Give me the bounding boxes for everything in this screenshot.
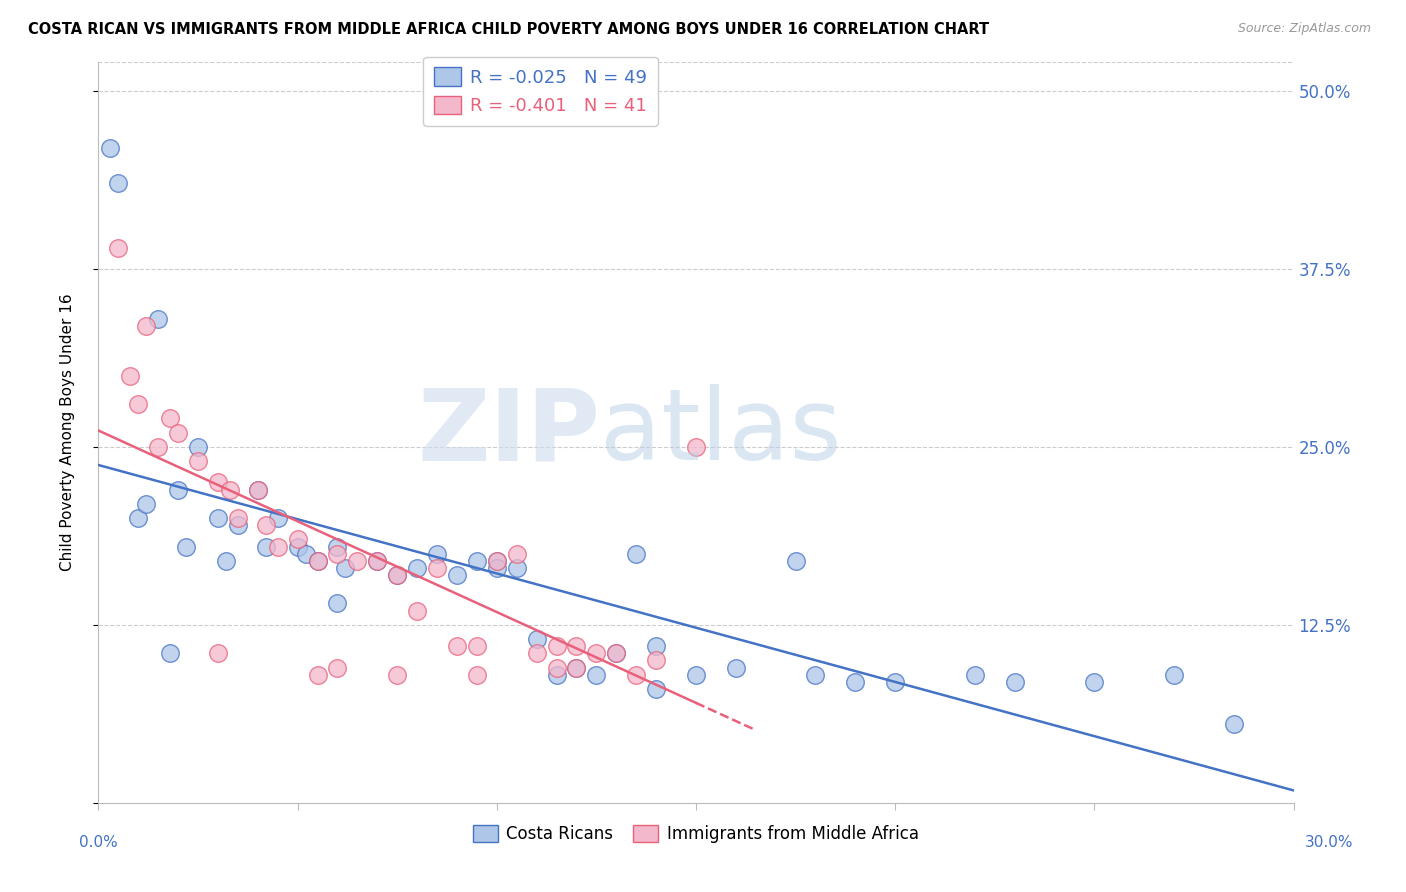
- Point: [307, 554, 329, 568]
- Point: [526, 646, 548, 660]
- Point: [207, 475, 229, 490]
- Text: COSTA RICAN VS IMMIGRANTS FROM MIDDLE AFRICA CHILD POVERTY AMONG BOYS UNDER 16 C: COSTA RICAN VS IMMIGRANTS FROM MIDDLE AF…: [28, 22, 990, 37]
- Point: [1004, 674, 1026, 689]
- Point: [326, 660, 349, 674]
- Point: [446, 639, 468, 653]
- Point: [366, 554, 388, 568]
- Point: [585, 667, 607, 681]
- Point: [254, 540, 277, 554]
- Point: [804, 667, 827, 681]
- Point: [385, 568, 409, 582]
- Point: [159, 411, 181, 425]
- Point: [645, 681, 668, 696]
- Point: [426, 547, 449, 561]
- Point: [226, 518, 249, 533]
- Point: [465, 554, 488, 568]
- Y-axis label: Child Poverty Among Boys Under 16: Child Poverty Among Boys Under 16: [60, 293, 75, 572]
- Point: [506, 547, 529, 561]
- Point: [254, 518, 277, 533]
- Point: [626, 667, 648, 681]
- Point: [167, 483, 190, 497]
- Point: [187, 454, 209, 468]
- Point: [565, 660, 588, 674]
- Text: atlas: atlas: [600, 384, 842, 481]
- Point: [148, 311, 170, 326]
- Point: [226, 511, 249, 525]
- Text: ZIP: ZIP: [418, 384, 600, 481]
- Point: [287, 540, 309, 554]
- Point: [1223, 717, 1246, 731]
- Point: [366, 554, 388, 568]
- Point: [685, 440, 707, 454]
- Text: 30.0%: 30.0%: [1305, 836, 1353, 850]
- Point: [207, 511, 229, 525]
- Point: [267, 511, 290, 525]
- Point: [326, 547, 349, 561]
- Point: [335, 561, 357, 575]
- Point: [645, 639, 668, 653]
- Point: [485, 561, 508, 575]
- Point: [187, 440, 209, 454]
- Point: [465, 639, 488, 653]
- Point: [346, 554, 368, 568]
- Point: [546, 667, 568, 681]
- Point: [565, 660, 588, 674]
- Point: [246, 483, 269, 497]
- Point: [565, 639, 588, 653]
- Point: [107, 177, 129, 191]
- Point: [485, 554, 508, 568]
- Point: [546, 660, 568, 674]
- Point: [287, 533, 309, 547]
- Point: [326, 540, 349, 554]
- Point: [426, 561, 449, 575]
- Point: [127, 511, 149, 525]
- Point: [127, 397, 149, 411]
- Point: [406, 561, 429, 575]
- Point: [159, 646, 181, 660]
- Point: [385, 568, 409, 582]
- Point: [585, 646, 607, 660]
- Point: [307, 667, 329, 681]
- Point: [167, 425, 190, 440]
- Point: [605, 646, 627, 660]
- Point: [963, 667, 986, 681]
- Point: [307, 554, 329, 568]
- Point: [546, 639, 568, 653]
- Point: [724, 660, 747, 674]
- Point: [148, 440, 170, 454]
- Point: [844, 674, 866, 689]
- Point: [294, 547, 316, 561]
- Point: [605, 646, 627, 660]
- Point: [645, 653, 668, 667]
- Point: [526, 632, 548, 646]
- Point: [884, 674, 907, 689]
- Point: [135, 497, 157, 511]
- Point: [485, 554, 508, 568]
- Point: [246, 483, 269, 497]
- Point: [135, 318, 157, 333]
- Point: [120, 368, 142, 383]
- Text: Source: ZipAtlas.com: Source: ZipAtlas.com: [1237, 22, 1371, 36]
- Point: [1083, 674, 1105, 689]
- Point: [1163, 667, 1185, 681]
- Point: [215, 554, 238, 568]
- Point: [326, 597, 349, 611]
- Point: [98, 141, 122, 155]
- Point: [785, 554, 807, 568]
- Point: [465, 667, 488, 681]
- Point: [385, 667, 409, 681]
- Point: [207, 646, 229, 660]
- Point: [685, 667, 707, 681]
- Text: 0.0%: 0.0%: [79, 836, 118, 850]
- Point: [406, 604, 429, 618]
- Point: [267, 540, 290, 554]
- Point: [626, 547, 648, 561]
- Point: [107, 240, 129, 254]
- Point: [506, 561, 529, 575]
- Legend: Costa Ricans, Immigrants from Middle Africa: Costa Ricans, Immigrants from Middle Afr…: [467, 819, 925, 850]
- Point: [174, 540, 197, 554]
- Point: [219, 483, 242, 497]
- Point: [446, 568, 468, 582]
